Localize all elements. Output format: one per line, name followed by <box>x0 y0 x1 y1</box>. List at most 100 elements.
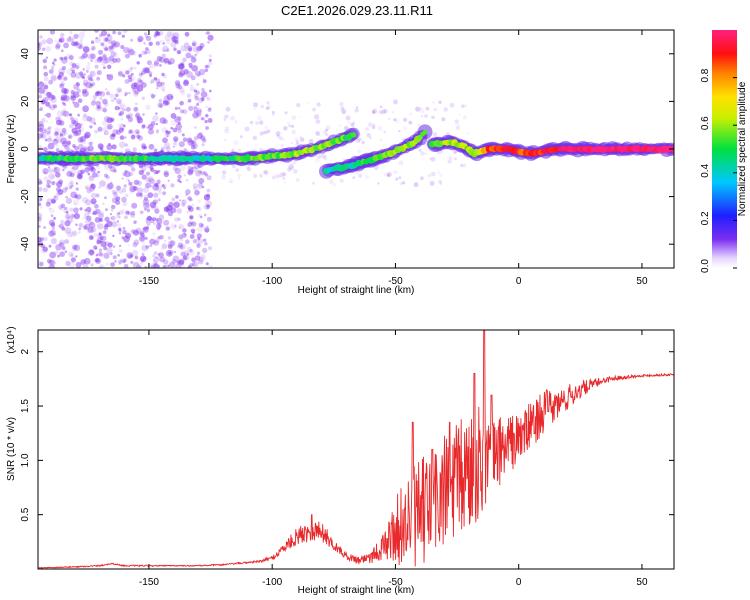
spectrogram-noise-dot <box>398 160 404 166</box>
spectrogram-noise-dot <box>102 53 107 58</box>
spectrogram-noise-dot <box>78 94 82 98</box>
spectrogram-noise-dot <box>63 42 69 49</box>
spectrogram-noise-dot <box>71 70 75 74</box>
spectrogram-noise-dot <box>111 197 118 204</box>
spectrogram-noise-dot <box>208 89 212 93</box>
spectrogram-noise-dot <box>379 138 383 142</box>
spectrogram-noise-dot <box>52 200 56 204</box>
spectrogram-noise-dot <box>53 138 57 142</box>
spectrogram-noise-dot <box>183 80 189 87</box>
spectrogram-noise-dot <box>70 184 74 188</box>
spectrogram-noise-dot <box>368 122 373 127</box>
spectrogram-noise-dot <box>116 212 121 217</box>
spectrogram-noise-dot <box>63 95 70 102</box>
spectrogram-noise-dot <box>106 220 113 227</box>
spectrogram-noise-dot <box>198 256 205 263</box>
spectrogram-noise-dot <box>192 143 199 149</box>
spectrogram-noise-dot <box>263 170 269 175</box>
spectrogram-noise-dot <box>64 144 70 150</box>
spectrogram-y-label: Frequency (Hz) <box>6 115 17 184</box>
spectrogram-noise-dot <box>147 123 154 130</box>
spectrogram-noise-dot <box>119 190 123 194</box>
spectrogram-noise-dot <box>119 244 122 247</box>
spectrogram-noise-dot <box>207 34 214 41</box>
spectrogram-noise-dot <box>67 36 72 41</box>
spectrogram-noise-dot <box>137 38 142 43</box>
spectrogram-noise-dot <box>371 110 376 114</box>
spectrogram-noise-dot <box>87 226 94 233</box>
spectrogram-noise-dot <box>449 102 455 108</box>
spectrogram-noise-dot <box>205 96 209 100</box>
spectrogram-noise-dot <box>146 221 151 226</box>
spectrogram-noise-dot <box>155 129 160 133</box>
spectrogram-noise-dot <box>156 218 163 225</box>
spectrogram-noise-dot <box>195 90 200 95</box>
spectrogram-noise-dot <box>77 113 80 117</box>
spectrogram-noise-dot <box>179 87 185 93</box>
spectrogram-noise-dot <box>90 78 94 82</box>
spectrogram-noise-dot <box>47 137 52 143</box>
spectrogram-noise-dot <box>172 141 177 146</box>
spectrogram-noise-dot <box>170 119 177 126</box>
spectrogram-noise-dot <box>158 182 161 186</box>
spectrogram-noise-dot <box>67 134 73 140</box>
spectrogram-noise-dot <box>101 120 109 127</box>
spectrogram-noise-dot <box>174 40 179 45</box>
spectrogram-noise-dot <box>54 39 58 43</box>
spectrogram-noise-dot <box>175 81 180 87</box>
spectrogram-noise-dot <box>149 217 155 224</box>
spectrogram-noise-dot <box>133 106 139 112</box>
spectrogram-noise-dot <box>64 227 72 234</box>
spectrogram-noise-dot <box>112 234 115 238</box>
spectrogram-noise-dot <box>102 36 109 43</box>
spectrogram-noise-dot <box>399 182 403 186</box>
spectrogram-noise-dot <box>339 178 344 183</box>
spectrogram-noise-dot <box>53 104 57 109</box>
spectrogram-noise-dot <box>41 39 47 45</box>
spectrogram-noise-dot <box>325 133 329 137</box>
spectrogram-noise-dot <box>120 45 125 49</box>
spectrogram-noise-dot <box>208 60 213 66</box>
spectrogram-noise-dot <box>44 114 47 117</box>
spectrogram-noise-dot <box>83 146 90 153</box>
spectrogram-noise-dot <box>196 226 203 233</box>
spectrogram-noise-dot <box>177 84 183 90</box>
spectrogram-noise-dot <box>86 116 92 122</box>
spectrogram-noise-dot <box>90 100 96 106</box>
spectrogram-noise-dot <box>162 264 167 268</box>
spectrogram-noise-dot <box>119 135 125 140</box>
spectrogram-noise-dot <box>316 102 321 107</box>
spectrogram-noise-dot <box>71 41 76 47</box>
spectrogram-noise-dot <box>186 93 192 99</box>
spectrogram-noise-dot <box>202 79 207 83</box>
spectrogram-noise-dot <box>144 237 148 240</box>
spectrogram-noise-dot <box>145 35 152 42</box>
spectrogram-noise-dot <box>453 151 457 155</box>
spectrogram-noise-dot <box>87 145 94 152</box>
spectrogram-noise-dot <box>85 187 89 190</box>
spectrogram-noise-dot <box>109 58 115 65</box>
spectrogram-noise-dot <box>132 88 136 93</box>
spectrogram-noise-dot <box>170 41 177 48</box>
spectrogram-noise-dot <box>139 235 146 242</box>
spectrogram-noise-dot <box>193 105 197 110</box>
spectrogram-noise-dot <box>200 223 205 228</box>
spectrogram-noise-dot <box>191 262 196 267</box>
spectrogram-noise-dot <box>39 80 43 85</box>
spectrogram-noise-dot <box>135 114 140 119</box>
spectrogram-noise-dot <box>181 202 186 207</box>
spectrogram-noise-dot <box>464 104 468 108</box>
spectrogram-noise-dot <box>95 193 100 198</box>
spectrogram-noise-dot <box>127 112 133 118</box>
spectrogram-noise-dot <box>99 33 103 38</box>
spectrogram-noise-dot <box>47 127 50 130</box>
spectrogram-noise-dot <box>104 227 109 232</box>
spectrogram-noise-dot <box>258 147 263 152</box>
spectrogram-noise-dot <box>84 212 90 218</box>
spectrogram-noise-dot <box>73 207 79 213</box>
spectrogram-noise-dot <box>393 170 398 175</box>
spectrogram-noise-dot <box>418 148 422 152</box>
spectrogram-noise-dot <box>145 219 149 223</box>
spectrogram-noise-dot <box>74 194 78 199</box>
spectrogram-noise-dot <box>253 102 259 108</box>
